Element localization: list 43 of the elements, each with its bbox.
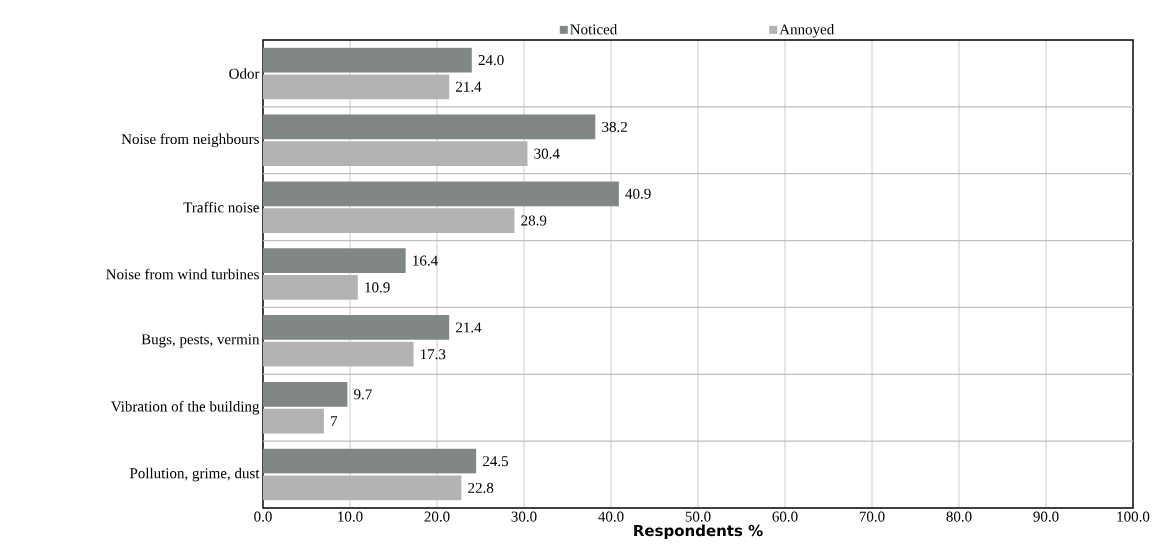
data-label: 16.4 [413,255,438,266]
bar [263,181,619,207]
data-label: 30.4 [534,148,560,159]
y-tick-label: Pollution, grime, dust [129,467,260,482]
y-tick-label: Odor [229,68,260,79]
data-label: 22.8 [468,482,494,494]
x-tick-label: 70.0 [859,511,885,522]
x-tick-label: 100.0 [1117,511,1150,522]
data-label: 21.4 [456,322,482,333]
y-tick-label: Noise from wind turbines [106,268,259,280]
x-tick-label: 0.0 [254,511,272,522]
y-tick-label: Noise from neighbours [121,133,259,148]
data-label: 7 [331,416,338,426]
data-label: 21.4 [456,81,482,92]
y-tick-label: Traffic noise [183,201,259,213]
data-label: 9.7 [354,389,372,400]
data-label: 24.5 [483,456,509,467]
x-tick-label: 10.0 [338,511,363,522]
data-label: 17.3 [421,349,446,360]
x-tick-label: 90.0 [1033,511,1059,522]
x-tick-label: 80.0 [946,511,972,522]
bar [263,248,406,273]
x-tick-label: 50.0 [685,511,711,522]
x-tick-label: 60.0 [772,511,798,522]
data-label: 24.0 [478,54,504,66]
y-tick-label: Bugs, pests, vermin [141,334,260,348]
x-axis-title: Respondents % [634,524,763,540]
bar [263,408,324,434]
bar [263,47,472,73]
y-tick-label: Vibration of the building [110,400,260,415]
data-label: 40.9 [625,188,651,199]
x-tick-label: 20.0 [424,511,450,522]
bar [263,114,596,140]
x-tick-label: 40.0 [598,511,624,522]
data-label: 38.2 [602,121,627,133]
bar [263,315,450,340]
x-tick-label: 30.0 [511,511,537,522]
data-label: 10.9 [365,282,390,293]
bar [263,381,348,407]
legend-label: Noticed [570,23,618,35]
bar [263,448,477,474]
data-label: 28.9 [521,215,547,226]
legend-label: Annoyed [779,23,835,38]
